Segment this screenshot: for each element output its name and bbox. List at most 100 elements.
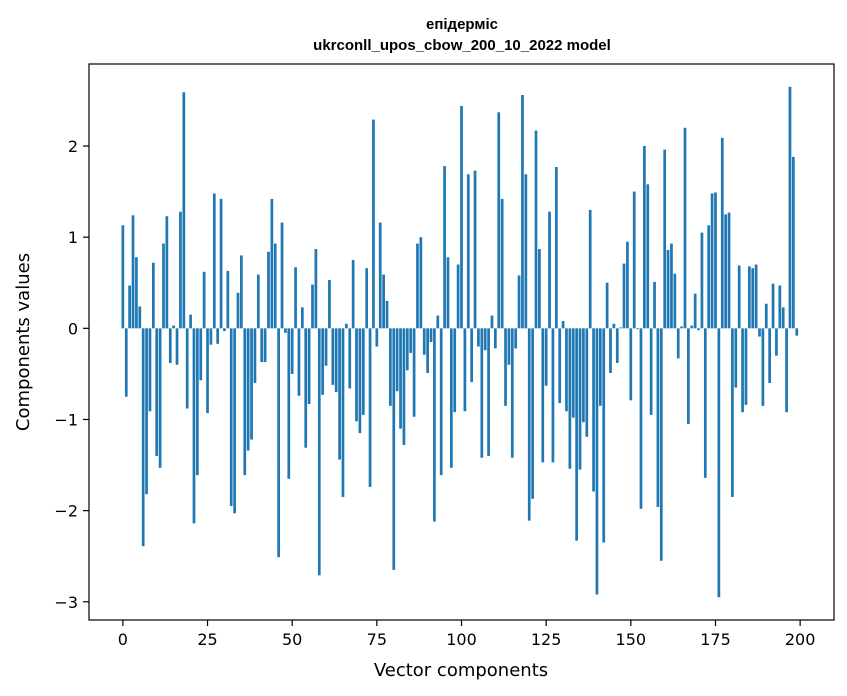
y-tick-label: −2: [54, 502, 78, 521]
bar: [443, 166, 446, 329]
bar: [253, 328, 257, 384]
x-tick-label: 200: [785, 630, 816, 649]
bar: [676, 328, 680, 359]
chart-title: епідерміс: [426, 16, 498, 33]
bar: [273, 243, 277, 329]
bar: [629, 328, 633, 401]
x-axis-label: Vector components: [374, 660, 548, 681]
bar: [754, 264, 758, 329]
bar: [138, 306, 142, 329]
bar: [517, 275, 521, 329]
bar: [615, 328, 619, 363]
bar: [602, 328, 606, 543]
bar: [375, 328, 379, 347]
bar: [497, 112, 501, 329]
bar: [487, 328, 490, 456]
bar: [534, 130, 538, 329]
bar: [659, 328, 663, 561]
bar: [158, 328, 162, 468]
bar: [439, 328, 443, 476]
bar: [673, 273, 677, 329]
bar: [646, 184, 650, 329]
bar: [538, 249, 541, 329]
bar: [531, 328, 534, 499]
bar: [477, 328, 480, 347]
bar: [521, 94, 524, 329]
bar: [168, 328, 172, 363]
bar: [267, 251, 270, 329]
bar: [311, 284, 314, 329]
bar: [128, 285, 131, 329]
bar: [554, 167, 558, 329]
x-tick-label: 0: [118, 630, 128, 649]
bar: [737, 265, 741, 329]
bar: [121, 225, 125, 329]
bar: [348, 328, 352, 389]
bar: [135, 257, 138, 329]
bar: [568, 328, 572, 469]
bar: [162, 243, 165, 329]
bar: [582, 328, 585, 423]
bar: [626, 241, 629, 329]
y-axis-label: Components values: [13, 253, 34, 431]
bar: [151, 262, 155, 329]
bar: [402, 328, 406, 445]
bar: [182, 92, 186, 329]
bar: [720, 137, 724, 329]
bar: [449, 328, 453, 468]
bar: [656, 328, 660, 507]
bar: [368, 328, 372, 487]
bar: [250, 328, 253, 440]
bar: [507, 328, 511, 365]
bar: [216, 328, 220, 344]
bar: [771, 283, 775, 329]
bar: [575, 328, 578, 541]
bar: [192, 328, 196, 524]
bar: [622, 263, 626, 329]
bar: [785, 328, 788, 413]
bar: [639, 328, 643, 509]
bar: [571, 328, 575, 418]
bar: [223, 328, 226, 332]
bar: [328, 280, 331, 329]
bar: [436, 315, 440, 329]
bar: [697, 328, 700, 331]
bar: [731, 328, 734, 497]
bar: [426, 328, 429, 373]
x-tick-label: 125: [531, 630, 562, 649]
bar: [280, 222, 284, 329]
bar: [148, 328, 152, 412]
bar: [687, 328, 690, 425]
bar: [243, 328, 247, 476]
bar: [290, 328, 294, 374]
bar: [473, 170, 477, 329]
bar: [179, 211, 182, 329]
bar: [649, 328, 653, 415]
bar: [788, 86, 792, 329]
bar: [175, 328, 179, 365]
bar: [483, 328, 487, 351]
bar: [345, 323, 348, 329]
x-tick-label: 150: [616, 630, 647, 649]
x-tick-label: 50: [282, 630, 302, 649]
bar: [504, 328, 507, 406]
bar: [172, 325, 176, 329]
bar: [510, 328, 514, 458]
bar: [541, 328, 545, 463]
bar: [351, 259, 355, 329]
x-tick-label: 100: [446, 630, 477, 649]
bar: [565, 328, 568, 412]
bar: [690, 325, 694, 329]
bar: [314, 249, 318, 329]
bar: [666, 249, 670, 329]
x-tick-label: 25: [197, 630, 217, 649]
x-tick-label: 75: [367, 630, 387, 649]
bar: [744, 328, 748, 405]
bar: [703, 328, 707, 478]
bar: [378, 222, 382, 329]
bar: [324, 328, 328, 366]
bar: [707, 225, 711, 329]
bar: [775, 328, 778, 356]
bar: [263, 328, 267, 363]
bar: [307, 328, 311, 404]
